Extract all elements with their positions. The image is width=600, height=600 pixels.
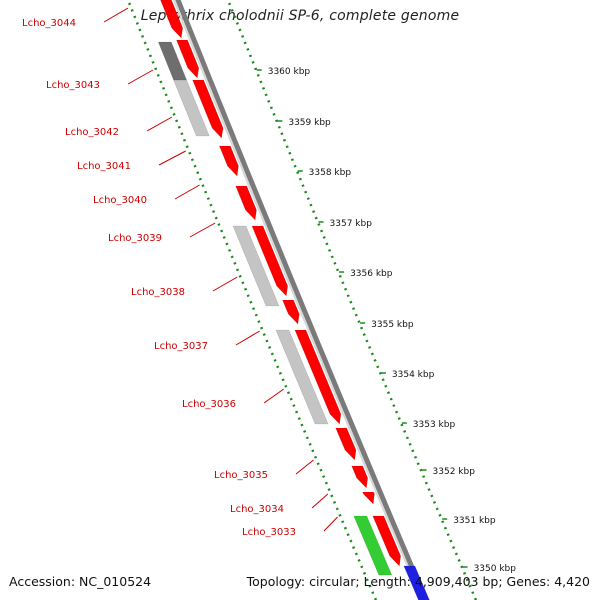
gene-label-leader [295, 459, 314, 475]
forward-gene-9 [335, 427, 357, 461]
reverse-gene-2 [232, 225, 280, 307]
scale-label: 3355 kbp [371, 320, 414, 330]
backbone-line [175, 0, 429, 600]
dark-gene [157, 41, 188, 81]
gene-label: Lcho_3034 [230, 504, 284, 515]
scale-label: 3360 kbp [268, 67, 311, 77]
gene-label: Lcho_3041 [77, 161, 131, 172]
scale-label: 3357 kbp [330, 219, 373, 229]
gene-label-leader [158, 150, 186, 166]
forward-gene-10 [351, 465, 369, 489]
scale-label: 3358 kbp [309, 168, 352, 178]
scale-label: 3356 kbp [350, 269, 393, 279]
genome-title: Leptothrix cholodnii SP-6, complete geno… [140, 8, 460, 24]
forward-gene-12 [372, 515, 402, 567]
forward-gene-1 [160, 0, 184, 39]
gene-label: Lcho_3036 [182, 399, 236, 410]
backbone-inner-line [172, 0, 423, 600]
gene-label-leader [189, 222, 216, 238]
gene-label: Lcho_3039 [108, 233, 162, 244]
scale-label: 3351 kbp [453, 516, 496, 526]
forward-gene-11 [362, 491, 375, 505]
forward-gene-7 [282, 299, 300, 325]
scale-label: 3354 kbp [392, 370, 435, 380]
gene-label-leader [263, 388, 285, 404]
reverse-gene-3 [275, 329, 329, 425]
scale-label: 3359 kbp [288, 118, 331, 128]
accession-info: Accession: NC_010524 [9, 574, 152, 589]
gene-label: Lcho_3035 [214, 470, 268, 481]
gene-label: Lcho_3044 [22, 18, 76, 29]
gene-label-leader [235, 330, 260, 346]
forward-gene-8 [294, 329, 342, 425]
gene-label-leader [174, 184, 200, 200]
gene-label-leader [212, 276, 238, 292]
gene-label-leader [323, 516, 338, 532]
forward-gene-4 [218, 145, 239, 177]
genome-summary: Topology: circular; Length: 4,909,403 bp… [246, 574, 590, 589]
gene-label: Lcho_3037 [154, 341, 208, 352]
gene-label-leader [311, 493, 329, 509]
green-gene [353, 515, 393, 576]
gene-label: Lcho_3043 [46, 80, 100, 91]
forward-gene-6 [251, 225, 289, 297]
forward-gene-5 [235, 185, 257, 221]
forward-gene-3 [192, 79, 224, 139]
gene-label: Lcho_3040 [93, 195, 147, 206]
blue-gene [403, 565, 430, 600]
gene-label: Lcho_3042 [65, 127, 119, 138]
scale-label: 3352 kbp [433, 467, 476, 477]
gene-label-leader [103, 7, 129, 23]
gene-label: Lcho_3033 [242, 527, 296, 538]
gene-label-leader [127, 69, 154, 85]
forward-gene-2 [176, 39, 200, 79]
gene-label-leader [146, 116, 173, 132]
gene-label: Lcho_3038 [131, 287, 185, 298]
scale-label: 3353 kbp [413, 420, 456, 430]
scale-label: 3350 kbp [474, 564, 517, 574]
